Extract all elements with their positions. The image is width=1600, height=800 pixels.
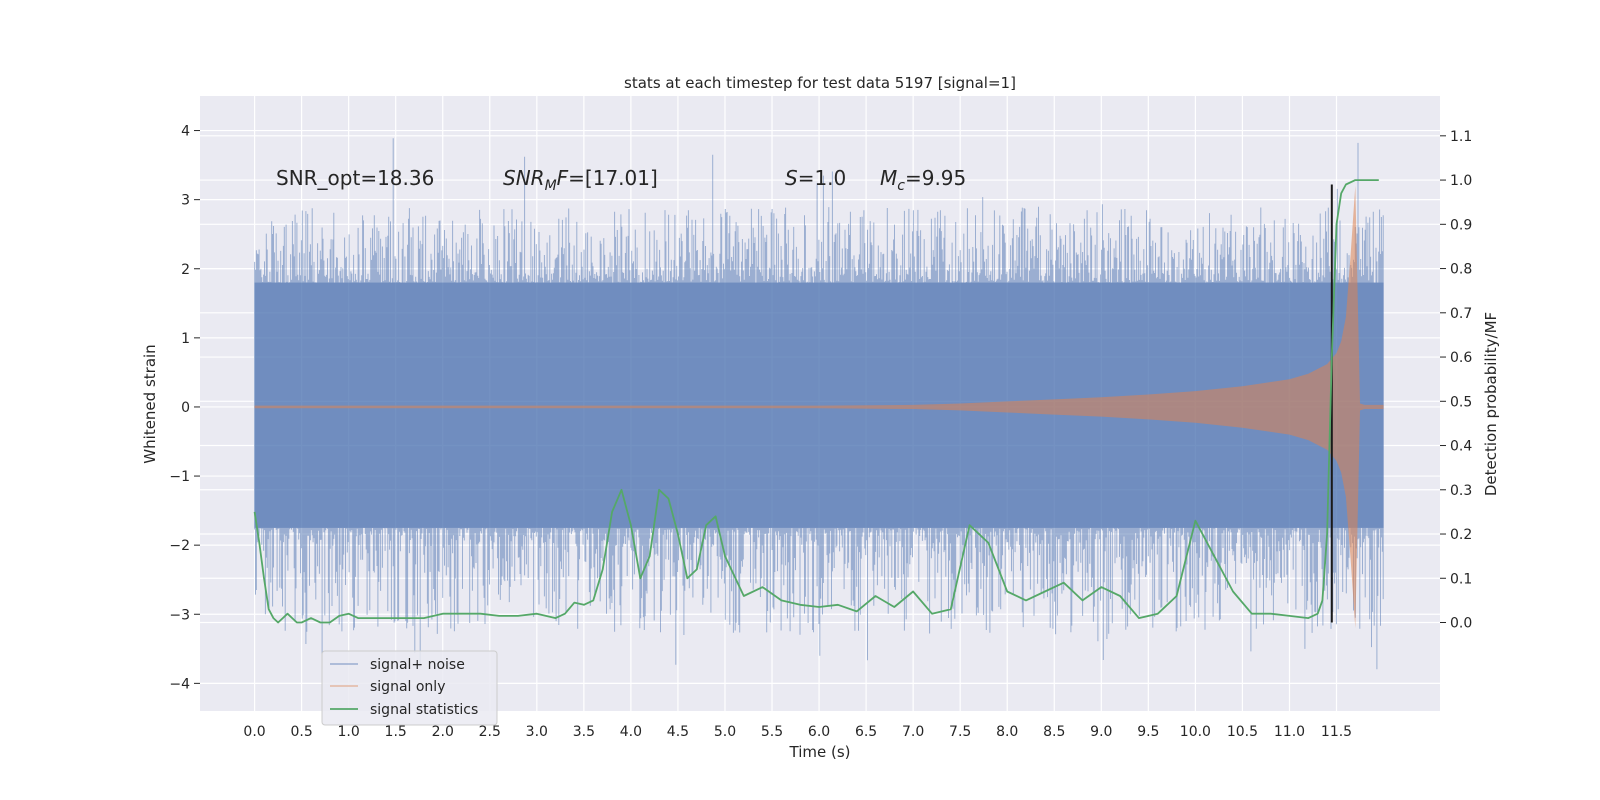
legend-entry-signal: signal only (370, 679, 445, 695)
annotation-snr-mf-rest: F=[17.01] (557, 166, 658, 190)
x-tick-label: 5.5 (761, 724, 783, 740)
x-tick-label: 6.5 (855, 724, 877, 740)
x-axis-ticks: 0.0 0.5 1.0 1.5 2.0 2.5 3.0 3.5 4.0 4.5 5.0 5.5 6.0 6… (243, 724, 1352, 740)
y-tick-label: −2 (169, 538, 190, 554)
y-axis-right-label: Detection probability/MF (1482, 312, 1500, 496)
x-tick-label: 5.0 (714, 724, 736, 740)
annotation-s-var: S (785, 166, 798, 190)
annotation-mc-sub: c (897, 178, 905, 194)
y-right-tick-label: 0.0 (1450, 616, 1472, 632)
x-tick-label: 6.0 (808, 724, 830, 740)
annotation-mc-val: =9.95 (905, 166, 966, 190)
signal-series-group (254, 185, 1384, 629)
y-axis-label: Whitened strain (141, 344, 159, 463)
legend-entry-stat: signal statistics (370, 702, 478, 718)
x-tick-label: 1.0 (338, 724, 360, 740)
y-tick-label: −1 (169, 469, 190, 485)
y-right-tick-label: 0.7 (1450, 306, 1472, 322)
y-tick-label: 3 (181, 193, 190, 209)
x-tick-label: 0.5 (290, 724, 312, 740)
annotation-s-val: =1.0 (798, 166, 847, 190)
x-tick-label: 4.5 (667, 724, 689, 740)
x-tick-label: 1.5 (385, 724, 407, 740)
x-tick-label: 3.0 (526, 724, 548, 740)
y-tick-label: −4 (169, 676, 190, 692)
signal-envelope (254, 185, 1384, 629)
x-tick-label: 10.5 (1227, 724, 1258, 740)
x-tick-label: 11.0 (1274, 724, 1305, 740)
y-tick-label: 0 (181, 400, 190, 416)
y-right-tick-label: 0.2 (1450, 527, 1472, 543)
annotation-snr-mf-f: F (557, 166, 569, 190)
x-tick-label: 2.0 (432, 724, 454, 740)
x-tick-label: 8.5 (1043, 724, 1065, 740)
stat-line (253, 179, 1379, 624)
x-tick-label: 9.5 (1137, 724, 1159, 740)
x-tick-label: 0.0 (243, 724, 265, 740)
annotation-snr-mf-sub: M (545, 178, 557, 194)
y-right-tick-label: 1.1 (1450, 129, 1472, 145)
y-right-tick-label: 0.9 (1450, 217, 1472, 233)
x-tick-label: 10.0 (1180, 724, 1211, 740)
annotation-mc-var: M (880, 166, 897, 190)
x-tick-label: 2.5 (479, 724, 501, 740)
y-right-tick-label: 1.0 (1450, 173, 1472, 189)
x-tick-label: 3.5 (573, 724, 595, 740)
y-right-tick-label: 0.6 (1450, 350, 1472, 366)
annotation-snr-mf-value: =[17.01] (568, 166, 658, 190)
x-tick-label: 9.0 (1090, 724, 1112, 740)
y-right-tick-label: 0.8 (1450, 262, 1472, 278)
x-tick-label: 8.0 (996, 724, 1018, 740)
legend: signal+ noise signal only signal statist… (321, 650, 498, 726)
y-right-tick-label: 0.1 (1450, 571, 1472, 587)
y-tick-label: −3 (169, 607, 190, 623)
annotation-snr-opt: SNR_opt=18.36 (276, 166, 434, 190)
x-axis-label: Time (s) (789, 743, 851, 761)
annotation-s: S=1.0 (785, 166, 846, 190)
stat-series-group (253, 179, 1379, 624)
x-tick-label: 7.0 (902, 724, 924, 740)
x-tick-label: 11.5 (1321, 724, 1352, 740)
x-tick-label: 7.5 (949, 724, 971, 740)
y-right-tick-label: 0.3 (1450, 483, 1472, 499)
y-axis-ticks: 4 3 2 1 0 −1 −2 −3 −4 (169, 124, 200, 692)
legend-box (321, 650, 498, 726)
x-tick-label: 4.0 (620, 724, 642, 740)
legend-entry-noise: signal+ noise (370, 657, 465, 673)
y-right-tick-label: 0.5 (1450, 394, 1472, 410)
annotation-snr-mf: SNRMF=[17.01] (503, 166, 658, 194)
y-axis-right-ticks: 1.1 1.0 0.9 0.8 0.7 0.6 0.5 0.4 0.3 0.2 0.1 0.0 (1440, 129, 1472, 632)
y-tick-label: 2 (181, 262, 190, 278)
annotation-snr-mf-base: SNR (503, 166, 545, 190)
annotation-mc: Mc=9.95 (880, 166, 966, 194)
chart-title: stats at each timestep for test data 519… (624, 74, 1016, 92)
y-tick-label: 1 (181, 331, 190, 347)
y-right-tick-label: 0.4 (1450, 439, 1472, 455)
y-tick-label: 4 (181, 124, 190, 140)
